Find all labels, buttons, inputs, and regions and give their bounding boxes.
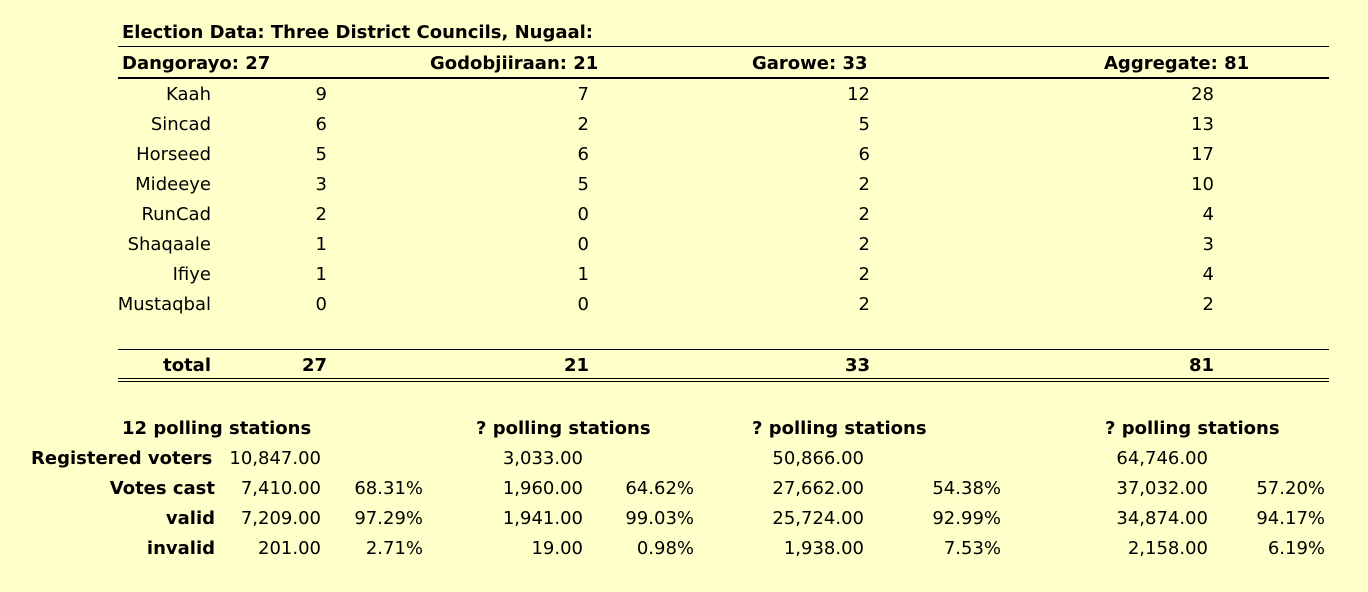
district-header: Dangorayo: 27 (122, 53, 271, 74)
seat-count: 28 (1191, 84, 1214, 105)
seat-count: 6 (577, 144, 589, 165)
total-value: 33 (844, 355, 870, 376)
party-name: Mustaqbal (117, 294, 211, 315)
stat-value: 201.00 (258, 538, 321, 559)
stat-percent: 94.17% (1256, 508, 1325, 529)
seat-count: 1 (577, 264, 589, 285)
total-value: 27 (301, 355, 327, 376)
stat-value: 1,960.00 (502, 478, 583, 499)
seat-count: 12 (847, 84, 870, 105)
total-label: total (163, 355, 211, 376)
seat-count: 0 (315, 294, 327, 315)
seat-count: 3 (315, 174, 327, 195)
stat-percent: 57.20% (1256, 478, 1325, 499)
party-name: Sincad (150, 114, 211, 135)
seat-count: 5 (577, 174, 589, 195)
seat-count: 6 (858, 144, 870, 165)
party-name: Mideeye (135, 174, 211, 195)
stat-percent: 54.38% (932, 478, 1001, 499)
stat-percent: 7.53% (943, 538, 1001, 559)
seat-count: 13 (1191, 114, 1214, 135)
stat-percent: 6.19% (1267, 538, 1325, 559)
stat-percent: 99.03% (625, 508, 694, 529)
stat-value: 1,941.00 (502, 508, 583, 529)
stat-value: 7,410.00 (240, 478, 321, 499)
stat-percent: 0.98% (636, 538, 694, 559)
party-name: Kaah (166, 84, 211, 105)
seat-count: 17 (1191, 144, 1214, 165)
stat-value: 7,209.00 (240, 508, 321, 529)
seat-count: 7 (577, 84, 589, 105)
party-name: RunCad (141, 204, 211, 225)
district-header: Garowe: 33 (752, 53, 868, 74)
stat-label: valid (165, 508, 215, 529)
polling-stations: ? polling stations (1105, 418, 1280, 439)
seat-count: 1 (315, 264, 327, 285)
district-header: Aggregate: 81 (1104, 53, 1250, 74)
stat-value: 2,158.00 (1127, 538, 1208, 559)
district-header: Godobjiiraan: 21 (430, 53, 599, 74)
seat-count: 10 (1191, 174, 1214, 195)
seat-count: 2 (577, 114, 589, 135)
seat-count: 2 (858, 294, 870, 315)
total-top-rule (118, 349, 1329, 350)
registered-value: 64,746.00 (1116, 448, 1208, 469)
party-name: Horseed (136, 144, 211, 165)
stat-value: 37,032.00 (1116, 478, 1208, 499)
stat-percent: 68.31% (354, 478, 423, 499)
seat-count: 5 (315, 144, 327, 165)
seat-count: 2 (315, 204, 327, 225)
seat-count: 2 (858, 174, 870, 195)
stat-label: invalid (146, 538, 215, 559)
registered-label: Registered voters (31, 448, 213, 469)
total-value: 81 (1188, 355, 1214, 376)
seat-count: 0 (577, 234, 589, 255)
polling-stations: ? polling stations (752, 418, 927, 439)
stat-percent: 97.29% (354, 508, 423, 529)
party-name: Shaqaale (127, 234, 211, 255)
seat-count: 1 (315, 234, 327, 255)
title-rule (118, 46, 1329, 47)
stat-percent: 92.99% (932, 508, 1001, 529)
seat-count: 0 (577, 294, 589, 315)
total-bottom-rule-2 (118, 381, 1329, 382)
seat-count: 9 (315, 84, 327, 105)
stat-label: Votes cast (109, 478, 215, 499)
seat-count: 4 (1202, 204, 1214, 225)
stat-value: 19.00 (531, 538, 583, 559)
party-name: Ifiye (172, 264, 211, 285)
header-rule (118, 77, 1329, 79)
seat-count: 2 (1202, 294, 1214, 315)
registered-value: 3,033.00 (502, 448, 583, 469)
seat-count: 2 (858, 234, 870, 255)
seat-count: 6 (315, 114, 327, 135)
polling-stations: ? polling stations (476, 418, 651, 439)
total-value: 21 (563, 355, 589, 376)
polling-stations: 12 polling stations (122, 418, 312, 439)
registered-value: 10,847.00 (229, 448, 321, 469)
sheet-title: Election Data: Three District Councils, … (122, 22, 593, 43)
seat-count: 0 (577, 204, 589, 225)
total-bottom-rule-1 (118, 378, 1329, 379)
registered-value: 50,866.00 (772, 448, 864, 469)
stat-percent: 64.62% (625, 478, 694, 499)
stat-value: 34,874.00 (1116, 508, 1208, 529)
seat-count: 3 (1202, 234, 1214, 255)
stat-value: 25,724.00 (772, 508, 864, 529)
stat-value: 1,938.00 (783, 538, 864, 559)
seat-count: 5 (858, 114, 870, 135)
seat-count: 2 (858, 264, 870, 285)
stat-value: 27,662.00 (772, 478, 864, 499)
seat-count: 4 (1202, 264, 1214, 285)
stat-percent: 2.71% (365, 538, 423, 559)
seat-count: 2 (858, 204, 870, 225)
